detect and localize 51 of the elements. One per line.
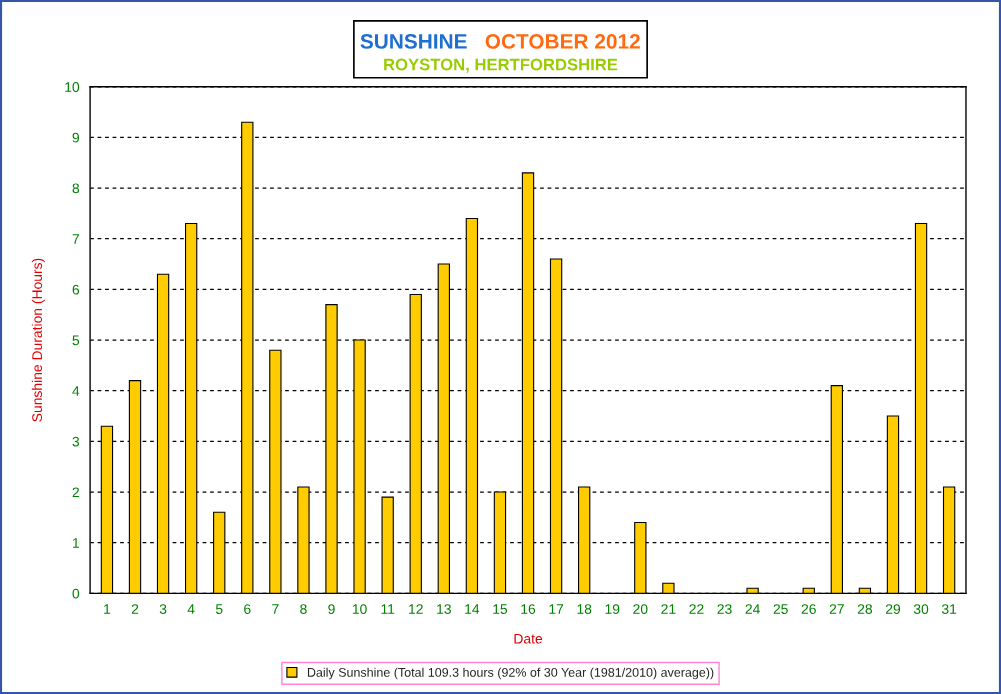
y-tick-label: 5 [72, 335, 80, 346]
x-tick-label: 27 [829, 604, 844, 614]
chart-subtitle: ROYSTON, HERTFORDSHIRE [384, 58, 618, 73]
x-tick-label: 14 [465, 604, 480, 614]
legend-label: Daily Sunshine (Total 109.3 hours (92% of 30 Year (1981/2010) average)) [307, 667, 714, 680]
x-tick-label: 22 [689, 604, 704, 614]
y-tick-label: 7 [72, 234, 79, 244]
y-tick-label: 8 [72, 183, 80, 194]
x-tick-label: 18 [577, 604, 592, 614]
x-tick-label: 29 [885, 604, 901, 614]
y-tick-label: 10 [65, 82, 80, 92]
x-tick-label: 8 [300, 604, 307, 614]
x-axis-title: Date [514, 633, 543, 644]
x-tick-label: 20 [633, 604, 648, 614]
x-tick-label: 31 [941, 604, 957, 614]
bar [746, 587, 759, 594]
x-tick-label: 2 [131, 604, 139, 614]
x-tick-label: 11 [381, 604, 395, 614]
x-tick-label: 23 [717, 604, 732, 614]
bar [409, 293, 422, 594]
chart-title: SUNSHINE OCTOBER 2012 [360, 34, 640, 49]
x-tick-label: 16 [521, 604, 536, 614]
x-tick-label: 5 [215, 604, 223, 614]
x-tick-label: 10 [352, 604, 367, 614]
x-tick-label: 4 [187, 604, 195, 614]
y-tick-label: 2 [72, 487, 79, 498]
y-tick-label: 3 [72, 436, 80, 447]
x-tick-label: 30 [913, 604, 929, 614]
bar [802, 587, 815, 594]
x-tick-label: 24 [745, 604, 760, 614]
y-tick-label: 4 [72, 386, 80, 396]
x-tick-label: 28 [857, 604, 873, 614]
y-tick-label: 1 [73, 538, 79, 548]
x-tick-label: 21 [661, 604, 676, 614]
x-tick-label: 1 [104, 604, 111, 614]
x-tick-label: 25 [773, 604, 788, 614]
x-tick-label: 3 [159, 604, 167, 614]
x-tick-label: 12 [409, 604, 423, 614]
y-tick-label: 0 [72, 588, 80, 599]
x-tick-label: 13 [437, 604, 451, 614]
x-tick-label: 19 [605, 604, 620, 614]
x-tick-label: 26 [801, 604, 816, 614]
bar [662, 582, 675, 594]
x-tick-label: 7 [272, 604, 279, 614]
x-tick-label: 15 [493, 604, 508, 614]
y-axis-title: Sunshine Duration (Hours) [31, 258, 45, 422]
y-tick-label: 6 [72, 284, 80, 295]
x-tick-label: 6 [244, 604, 251, 614]
x-tick-label: 9 [328, 604, 335, 614]
y-tick-label: 9 [72, 132, 80, 143]
x-tick-label: 17 [549, 604, 564, 614]
